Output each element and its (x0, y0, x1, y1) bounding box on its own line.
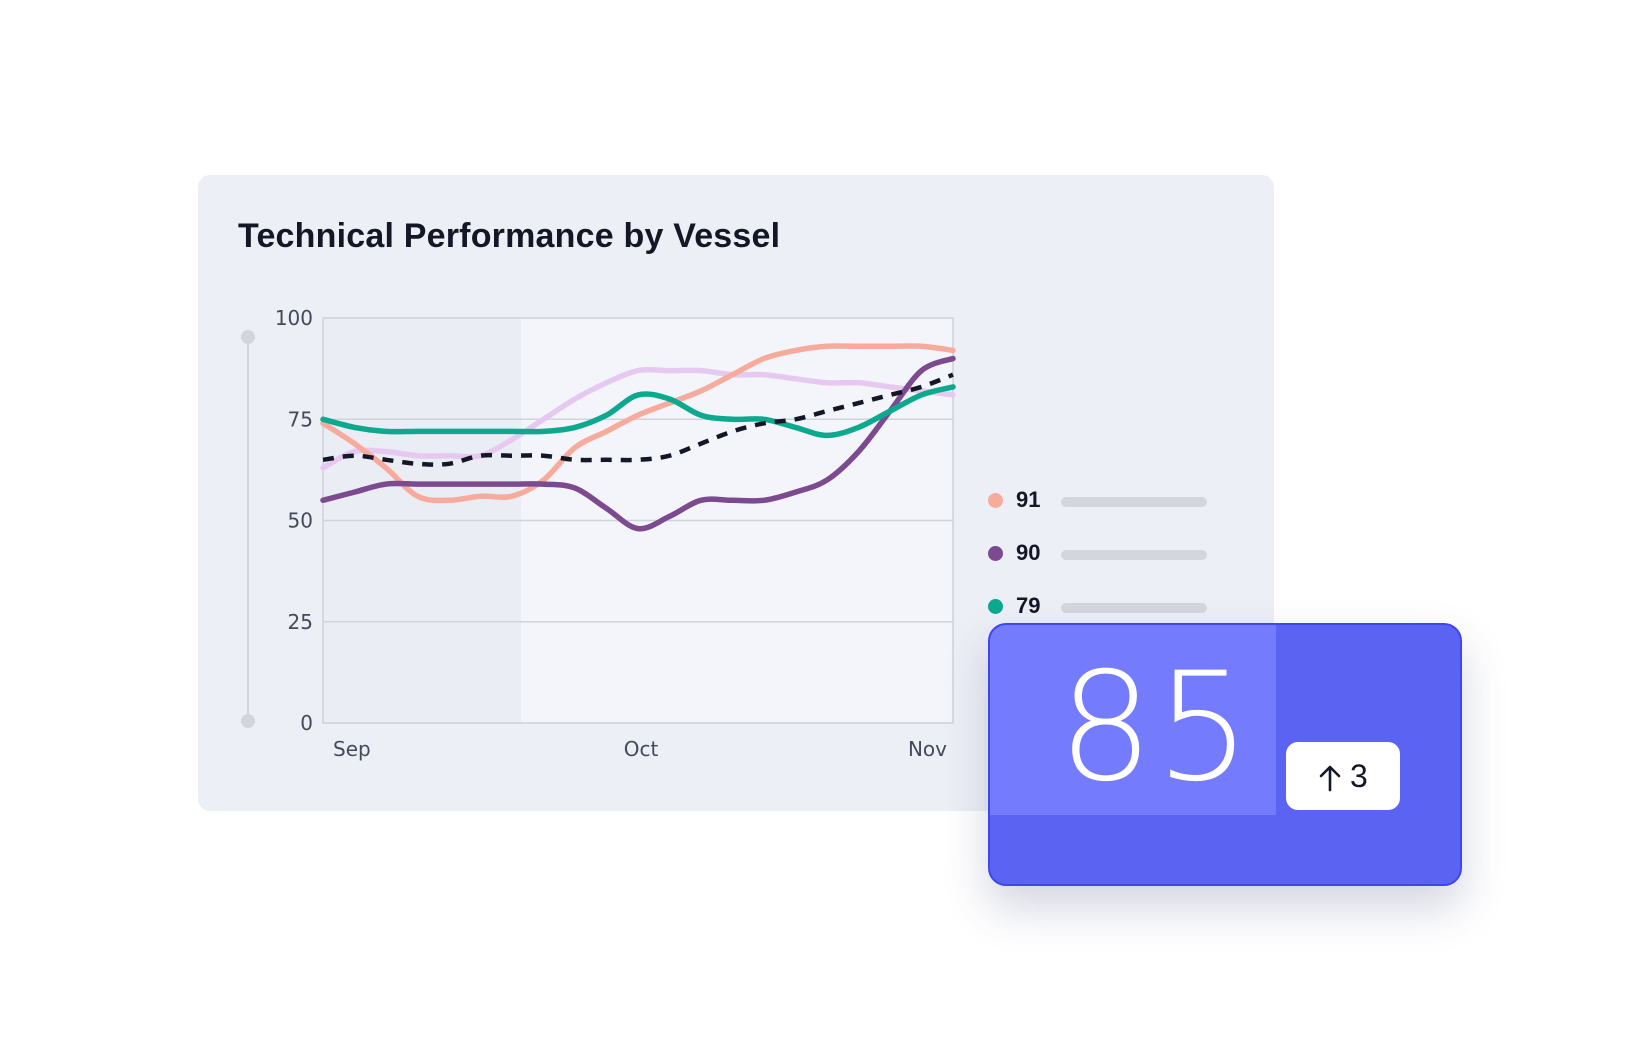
series-line (320, 366, 956, 471)
range-slider-handle-bottom (241, 714, 255, 728)
kpi-delta-badge: 3 (1286, 742, 1400, 810)
y-tick-label: 25 (288, 610, 313, 634)
plot-frame (322, 317, 954, 724)
line-chart: 100 75 50 25 0 Sep Oct Nov (241, 306, 956, 761)
series-line-average (322, 372, 954, 467)
arrow-up-icon (1319, 765, 1341, 792)
series-line (320, 355, 956, 532)
y-tick-label: 50 (288, 509, 313, 533)
legend-value: 91 (1016, 487, 1041, 512)
y-tick-label: 100 (275, 306, 313, 330)
legend-placeholder-bar (1061, 603, 1207, 613)
legend-value: 79 (1016, 593, 1041, 618)
legend-placeholder-bar (1061, 497, 1207, 507)
kpi-value: 85 (1058, 641, 1253, 815)
legend-dot (988, 493, 1003, 508)
y-tick-label: 75 (288, 407, 313, 431)
legend-item: 90 (988, 538, 1248, 568)
x-tick-label: Oct (624, 737, 659, 761)
legend-placeholder-bar (1061, 550, 1207, 560)
legend-dot (988, 599, 1003, 614)
legend-item: 91 (988, 485, 1248, 515)
legend-item: 79 (988, 591, 1248, 621)
series-line (320, 384, 956, 439)
range-slider-handle-top (241, 330, 255, 344)
chart-title: Technical Performance by Vessel (238, 217, 781, 255)
y-tick-label: 0 (300, 711, 313, 735)
kpi-delta: 3 (1350, 758, 1368, 794)
kpi-card: 85 3 (988, 623, 1462, 886)
x-tick-label: Sep (333, 737, 371, 761)
legend-value: 90 (1016, 540, 1041, 565)
kpi-highlight (990, 625, 1276, 815)
legend-dot (988, 546, 1003, 561)
x-tick-label: Nov (908, 737, 947, 761)
series-line (320, 343, 956, 504)
chart-card: Technical Performance by Vessel 100 75 50 2… (198, 175, 1274, 811)
